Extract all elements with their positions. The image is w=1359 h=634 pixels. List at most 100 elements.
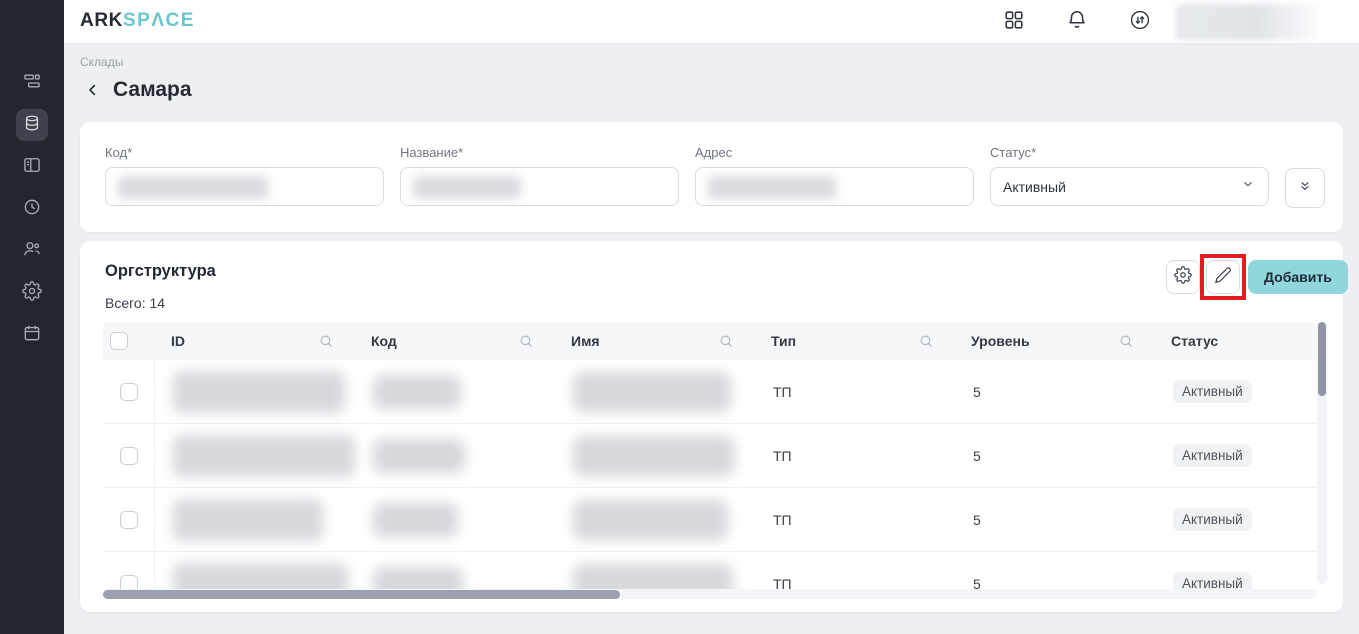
- edit-button[interactable]: [1206, 260, 1240, 294]
- code-label: Код*: [105, 145, 133, 160]
- row-checkbox[interactable]: [119, 382, 138, 401]
- sidebar-item-layout[interactable]: [16, 151, 48, 183]
- table-row[interactable]: ТП 5 Активный: [103, 424, 1317, 488]
- table-settings-button[interactable]: [1166, 260, 1200, 294]
- app-logo: ARKSPΛCE: [80, 10, 195, 32]
- total-count: Всего: 14: [105, 295, 166, 311]
- redacted-value: [413, 176, 521, 199]
- gear-icon: [22, 280, 42, 306]
- calendar-icon: [22, 323, 42, 348]
- col-id: ID: [155, 333, 355, 350]
- status-badge: Активный: [1173, 572, 1252, 589]
- address-input[interactable]: [695, 167, 974, 206]
- sidebar: [0, 0, 64, 634]
- redacted-value: [173, 498, 323, 541]
- table-row[interactable]: ТП 5 Активный: [103, 360, 1317, 424]
- table-row[interactable]: ТП 5 Активный: [103, 552, 1317, 589]
- col-label: Тип: [771, 333, 797, 349]
- user-profile-redacted[interactable]: [1176, 4, 1322, 40]
- vertical-scrollbar-thumb[interactable]: [1318, 322, 1326, 396]
- col-level: Уровень: [955, 333, 1155, 350]
- field-address: Адрес: [695, 145, 974, 206]
- row-select-cell: [103, 424, 155, 487]
- apps-grid-button[interactable]: [1002, 10, 1026, 34]
- add-button[interactable]: Добавить: [1248, 260, 1348, 294]
- cell-id: [155, 488, 355, 551]
- cell-code: [355, 360, 555, 423]
- status-label: Статус*: [990, 145, 1037, 160]
- col-status: Статус: [1155, 333, 1317, 349]
- cell-name: [555, 552, 755, 589]
- logo-secondary: SPΛCE: [122, 10, 195, 31]
- database-icon: [22, 113, 42, 138]
- table-row[interactable]: ТП 5 Активный: [103, 488, 1317, 552]
- cell-status: Активный: [1155, 488, 1317, 551]
- back-button[interactable]: [82, 79, 104, 101]
- gear-icon: [1174, 265, 1192, 289]
- layout-icon: [22, 155, 42, 180]
- bell-icon: [1066, 9, 1088, 36]
- cell-code: [355, 488, 555, 551]
- sync-button[interactable]: [1128, 10, 1152, 34]
- row-checkbox[interactable]: [119, 446, 138, 465]
- page-title: Самара: [113, 78, 192, 101]
- search-icon[interactable]: [518, 333, 535, 350]
- sidebar-item-clock[interactable]: [16, 193, 48, 225]
- row-select-cell: [103, 360, 155, 423]
- redacted-value: [373, 438, 465, 473]
- status-select-value: Активный: [1003, 178, 1066, 195]
- cell-name: [555, 360, 755, 423]
- status-badge: Активный: [1173, 380, 1252, 403]
- search-icon[interactable]: [318, 333, 335, 350]
- sidebar-item-boards[interactable]: [16, 67, 48, 99]
- redacted-value: [573, 563, 733, 589]
- row-checkbox[interactable]: [119, 510, 138, 529]
- title-row: Самара: [82, 78, 192, 102]
- double-chevron-down-icon: [1297, 178, 1313, 199]
- col-label: Уровень: [971, 333, 1030, 349]
- redacted-value: [373, 374, 461, 409]
- orgstructure-card: Оргструктура Всего: 14 Добавить ID Код И…: [80, 241, 1348, 612]
- name-input[interactable]: [400, 167, 679, 206]
- redacted-value: [173, 562, 348, 589]
- col-label: Статус: [1171, 333, 1219, 349]
- status-select[interactable]: Активный: [990, 167, 1269, 206]
- col-type: Тип: [755, 333, 955, 350]
- row-checkbox[interactable]: [119, 574, 138, 589]
- sidebar-item-calendar[interactable]: [16, 319, 48, 351]
- redacted-value: [173, 370, 345, 413]
- horizontal-scrollbar-thumb[interactable]: [103, 589, 620, 599]
- code-input[interactable]: [105, 167, 384, 206]
- sidebar-item-database[interactable]: [16, 109, 48, 141]
- redacted-value: [573, 371, 731, 412]
- col-name: Имя: [555, 333, 755, 350]
- select-all-cell: [103, 332, 155, 350]
- search-icon[interactable]: [718, 333, 735, 350]
- col-label: Код: [371, 333, 397, 349]
- breadcrumb[interactable]: Склады: [80, 55, 124, 69]
- chevron-down-icon: [1240, 176, 1256, 197]
- apps-grid-icon: [1003, 9, 1025, 36]
- redacted-value: [373, 566, 463, 589]
- notifications-button[interactable]: [1065, 10, 1089, 34]
- collapse-form-button[interactable]: [1285, 168, 1325, 208]
- search-icon[interactable]: [1118, 333, 1135, 350]
- col-code: Код: [355, 333, 555, 350]
- field-name: Название*: [400, 145, 679, 206]
- vertical-scrollbar-track[interactable]: [1317, 322, 1327, 584]
- sidebar-item-settings[interactable]: [16, 277, 48, 309]
- redacted-value: [118, 176, 268, 199]
- search-icon[interactable]: [918, 333, 935, 350]
- sidebar-item-users[interactable]: [16, 235, 48, 267]
- horizontal-scrollbar-track[interactable]: [103, 589, 1317, 599]
- cell-type: ТП: [773, 575, 792, 590]
- select-all-checkbox[interactable]: [110, 332, 128, 350]
- sync-arrows-icon: [1129, 9, 1151, 36]
- row-select-cell: [103, 488, 155, 551]
- field-status: Статус* Активный: [990, 145, 1269, 206]
- cell-level: 5: [973, 383, 981, 400]
- cell-id: [155, 552, 355, 589]
- redacted-value: [173, 434, 355, 477]
- cell-level: 5: [973, 575, 981, 590]
- cell-status: Активный: [1155, 360, 1317, 423]
